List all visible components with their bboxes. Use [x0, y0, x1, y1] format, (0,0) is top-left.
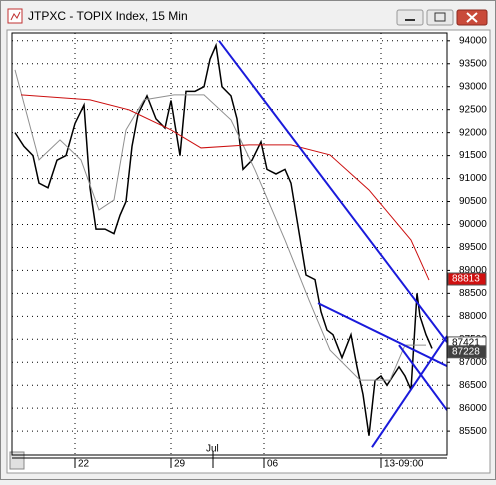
window-buttons	[396, 9, 488, 26]
y-tick-label: 90500	[459, 196, 487, 207]
y-tick-label: 89500	[459, 242, 487, 253]
price-line	[14, 69, 426, 381]
y-tick-label: 88500	[459, 288, 487, 299]
price-line	[20, 94, 430, 281]
trend-line	[398, 344, 447, 411]
close-glyph	[466, 12, 478, 23]
y-tick-label: 93000	[459, 81, 487, 92]
plot-area	[12, 33, 447, 455]
y-tick-label: 93500	[459, 58, 487, 69]
plot-frame	[11, 32, 448, 456]
y-tick-label: 87000	[459, 357, 487, 368]
app-icon-glyph	[10, 11, 21, 21]
price-label: 87228	[452, 346, 480, 357]
y-tick-label: 90000	[459, 219, 487, 230]
trend-line	[371, 335, 447, 448]
scroll-box[interactable]	[9, 451, 25, 470]
y-tick-label: 94000	[459, 35, 487, 46]
chart-panel	[6, 29, 491, 474]
y-tick-label: 85500	[459, 426, 487, 437]
y-tick-label: 86000	[459, 403, 487, 414]
x-tick-label: 29	[174, 459, 186, 470]
price-label: 87421	[452, 338, 480, 349]
y-tick-label: 92000	[459, 127, 487, 138]
y-tick-label: 89000	[459, 265, 487, 276]
price-label-box	[447, 272, 487, 286]
y-tick-label: 88000	[459, 311, 487, 322]
y-tick-label: 92500	[459, 104, 487, 115]
month-label: Jul	[206, 444, 219, 455]
maximize-glyph	[434, 12, 446, 22]
x-tick-label: 13-09:00	[384, 459, 424, 470]
price-line	[14, 42, 433, 436]
trend-line	[218, 40, 447, 343]
y-tick-label: 86500	[459, 380, 487, 391]
y-tick-label: 91000	[459, 173, 487, 184]
minimize-button[interactable]	[396, 9, 424, 26]
price-label-box	[447, 345, 487, 359]
y-tick-label: 91500	[459, 150, 487, 161]
maximize-button[interactable]	[426, 9, 454, 26]
trend-line	[317, 302, 447, 368]
window-title: JTPXC - TOPIX Index, 15 Min	[28, 9, 188, 23]
x-tick-label: 06	[267, 459, 279, 470]
price-label: 88813	[452, 274, 480, 285]
x-tick-label: 22	[78, 459, 90, 470]
